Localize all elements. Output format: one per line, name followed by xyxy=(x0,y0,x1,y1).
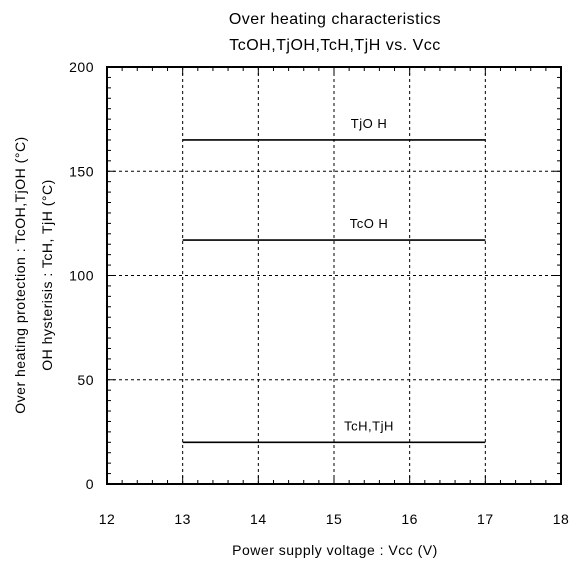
y-tick-label: 50 xyxy=(77,372,94,388)
x-axis-label: Power supply voltage : Vcc (V) xyxy=(232,542,438,558)
x-tick-label: 16 xyxy=(401,511,418,527)
x-tick-label: 14 xyxy=(250,511,267,527)
y-tick-label: 100 xyxy=(69,268,94,284)
y-tick-label: 150 xyxy=(69,163,94,179)
y-axis-label: Over heating protection : TcOH,TjOH (°C) xyxy=(12,136,28,413)
series-lines xyxy=(182,139,486,444)
x-tick-labels: 12 13 14 15 16 17 18 xyxy=(99,511,570,527)
y-tick-label: 0 xyxy=(86,476,94,492)
series-annotation: TjO H xyxy=(351,116,387,131)
chart-title: Over heating characteristics xyxy=(229,11,441,28)
y-tick-label: 200 xyxy=(69,59,94,75)
x-tick-label: 17 xyxy=(477,511,494,527)
grid xyxy=(107,67,561,484)
plot-frame xyxy=(106,66,562,485)
x-tick-label: 18 xyxy=(553,511,570,527)
series-annotation: TcH,TjH xyxy=(344,418,394,433)
x-tick-label: 15 xyxy=(326,511,343,527)
chart-subtitle: TcOH,TjOH,TcH,TjH vs. Vcc xyxy=(229,37,441,54)
y-axis-label-secondary: OH hysterisis : TcH, TjH (°C) xyxy=(39,179,55,370)
series-annotation: TcO H xyxy=(350,216,389,231)
annotations: TjO H TcO H TcH,TjH xyxy=(344,116,394,433)
x-tick-label: 12 xyxy=(99,511,116,527)
x-tick-label: 13 xyxy=(174,511,191,527)
y-tick-labels: 0 50 100 150 200 xyxy=(69,59,94,492)
